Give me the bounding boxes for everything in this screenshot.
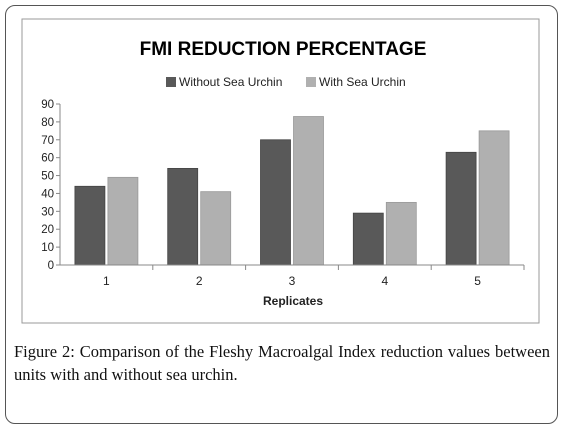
bar-without-2: [167, 167, 199, 266]
bar-without-4: [352, 212, 384, 266]
x-tick-label: 3: [289, 274, 296, 288]
x-tick-label: 1: [103, 274, 110, 288]
bars: [74, 116, 510, 266]
y-tick-label: 90: [41, 99, 54, 111]
bar-with-4: [385, 201, 417, 266]
bar-without-1: [74, 185, 106, 266]
bar-without-5: [445, 151, 477, 266]
bar-with-5: [478, 130, 510, 266]
y-tick-label: 80: [41, 117, 54, 129]
y-tick-label: 70: [41, 135, 54, 147]
caption-text: Comparison of the Fleshy Macroalgal Inde…: [14, 342, 550, 384]
y-axis: 0 10 20 30 40 50 60 70 80 90: [41, 99, 61, 272]
bar-with-2: [200, 191, 232, 266]
y-tick-label: 40: [41, 188, 54, 200]
y-tick-label: 20: [41, 224, 54, 236]
chart-title: FMI REDUCTION PERCENTAGE: [140, 39, 427, 60]
legend: Without Sea Urchin With Sea Urchin: [166, 75, 406, 89]
legend-label-without: Without Sea Urchin: [179, 75, 282, 89]
y-tick-label: 50: [41, 171, 54, 183]
x-tick-label: 4: [381, 274, 388, 288]
legend-label-with: With Sea Urchin: [319, 75, 406, 89]
y-tick-label: 0: [48, 260, 54, 272]
x-axis-title: Replicates: [263, 294, 323, 308]
y-tick-label: 30: [41, 206, 54, 218]
bar-with-3: [293, 116, 324, 266]
legend-swatch-with: [306, 77, 316, 87]
figure-caption: Figure 2: Comparison of the Fleshy Macro…: [14, 340, 550, 386]
x-axis: 1 2 3 4 5: [60, 264, 525, 288]
bar-with-1: [107, 176, 139, 266]
x-tick-label: 5: [474, 274, 481, 288]
bar-without-3: [260, 139, 291, 266]
y-tick-label: 60: [41, 153, 54, 165]
legend-swatch-without: [166, 77, 176, 87]
caption-label: Figure 2:: [14, 342, 75, 361]
x-tick-label: 2: [196, 274, 203, 288]
y-tick-label: 10: [41, 242, 54, 254]
